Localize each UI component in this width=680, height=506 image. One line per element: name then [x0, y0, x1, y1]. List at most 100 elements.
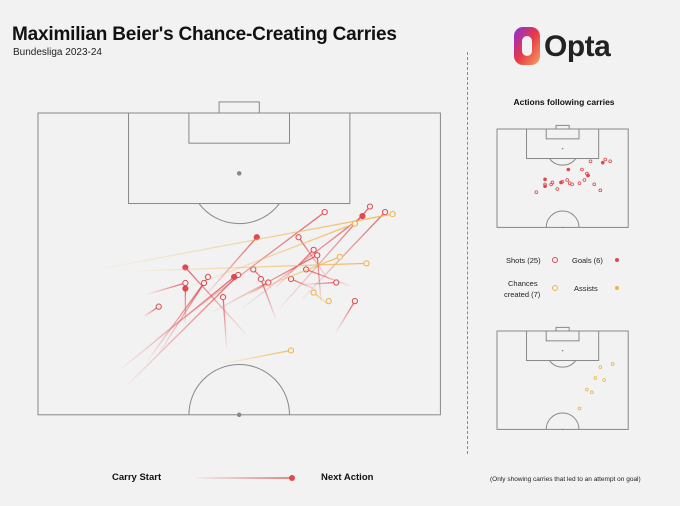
- chance-marker: [325, 298, 332, 305]
- carries-layer: [102, 203, 396, 385]
- six-yard-box: [188, 112, 290, 144]
- chance-marker: [336, 253, 343, 260]
- legend-goal-marker: [615, 258, 619, 262]
- carry-line: [298, 236, 330, 281]
- penalty-spot: [236, 171, 242, 176]
- penalty-spot: [561, 349, 564, 352]
- penalty-box: [526, 128, 600, 160]
- legend-goals-label: Goals (6): [572, 256, 603, 265]
- carry-legend-line: [195, 475, 295, 481]
- penalty-spot: [561, 147, 564, 150]
- centre-circle-arc: [545, 210, 580, 228]
- legend-shot-marker: [552, 257, 558, 263]
- chart-subtitle: Bundesliga 2023-24: [13, 47, 102, 58]
- shot-marker: [182, 279, 189, 287]
- mini-shot-marker: [543, 182, 547, 187]
- legend-next-action-dot: [289, 475, 295, 481]
- shot-marker: [310, 246, 317, 253]
- carry-line: [260, 278, 277, 320]
- mini-chance-marker: [598, 365, 603, 369]
- next-action-label: Next Action: [321, 472, 374, 483]
- penalty-arc: [549, 158, 577, 166]
- goal-marker: [231, 273, 238, 281]
- penalty-arc: [198, 203, 280, 225]
- mini-shot-marker: [603, 157, 608, 162]
- legend-assists-label: Assists: [574, 284, 598, 293]
- centre-circle-arc: [188, 364, 290, 415]
- shot-marker: [257, 275, 264, 283]
- right-panel-heading: Actions following carries: [513, 97, 615, 107]
- chance-marker: [310, 289, 317, 296]
- six-yard-box: [545, 128, 580, 140]
- centre-spot: [236, 412, 242, 418]
- chart-title: Maximilian Beier's Chance-Creating Carri…: [12, 24, 397, 45]
- shot-marker: [314, 252, 321, 259]
- mini-chance-marker: [577, 406, 582, 411]
- chance-marker: [389, 211, 396, 218]
- pitch-outline: [496, 128, 629, 228]
- opta-logo-icon: [514, 27, 540, 65]
- mini-chance-marker: [602, 378, 606, 382]
- shot-marker: [220, 293, 227, 301]
- mini-pitch-shots: [496, 124, 629, 229]
- mini-shot-marker: [566, 167, 571, 172]
- mini-shot-marker: [582, 178, 587, 182]
- chance-marker: [363, 260, 370, 267]
- shot-marker: [321, 208, 328, 216]
- panel-divider: [467, 52, 468, 454]
- carry-line: [185, 223, 356, 290]
- legend-chance-marker: [552, 285, 558, 291]
- mini-chance-marker: [589, 390, 594, 395]
- six-yard-box: [545, 330, 580, 342]
- carry-line: [211, 254, 318, 314]
- mini-shot-marker: [600, 160, 605, 165]
- chance-marker: [351, 220, 358, 227]
- carry-line: [222, 297, 228, 348]
- legend-chances-label-line1: Chances: [508, 279, 538, 288]
- mini-shot-marker: [549, 182, 553, 187]
- carry-line: [241, 215, 363, 310]
- mini-shot-marker: [586, 173, 590, 178]
- mini-shot-marker: [565, 178, 569, 182]
- penalty-arc: [549, 360, 577, 368]
- carry-line: [230, 256, 341, 301]
- carry-line: [136, 262, 367, 272]
- shot-marker: [366, 203, 374, 210]
- pitch-outline: [37, 112, 441, 416]
- shot-marker: [333, 279, 340, 286]
- carry-line: [222, 349, 292, 365]
- carry-line: [275, 249, 315, 289]
- centre-circle-arc: [545, 412, 580, 430]
- mini-shot-marker: [580, 167, 584, 172]
- legend-assist-marker: [615, 286, 619, 290]
- mini-shot-marker: [543, 177, 547, 182]
- shot-marker: [381, 208, 389, 216]
- shot-marker: [351, 298, 358, 305]
- carry-line: [305, 268, 352, 288]
- mini-chance-marker: [593, 376, 598, 380]
- carry-line: [316, 255, 322, 303]
- goal: [555, 326, 570, 332]
- mini-shot-marker: [592, 182, 597, 187]
- carry-start-label: Carry Start: [112, 472, 162, 483]
- shot-marker: [295, 234, 302, 241]
- mini-shot-marker: [567, 181, 572, 185]
- pitch-outline: [496, 330, 629, 430]
- mini-pitch-chances: [496, 326, 629, 431]
- goal: [218, 101, 260, 114]
- shot-marker: [155, 303, 162, 310]
- carry-line: [335, 300, 356, 333]
- goal-marker: [359, 213, 366, 220]
- footnote: (Only showing carries that led to an att…: [490, 476, 641, 483]
- mini-shot-marker: [577, 181, 582, 185]
- carry-line: [203, 236, 258, 298]
- carry-line: [313, 292, 330, 306]
- legend-shots-label: Shots (25): [506, 256, 541, 265]
- goal: [555, 124, 570, 130]
- penalty-box: [128, 112, 351, 205]
- penalty-box: [526, 330, 600, 362]
- carry-line: [184, 266, 247, 335]
- mini-chance-marker: [585, 387, 589, 392]
- mini-shot-marker: [608, 159, 612, 164]
